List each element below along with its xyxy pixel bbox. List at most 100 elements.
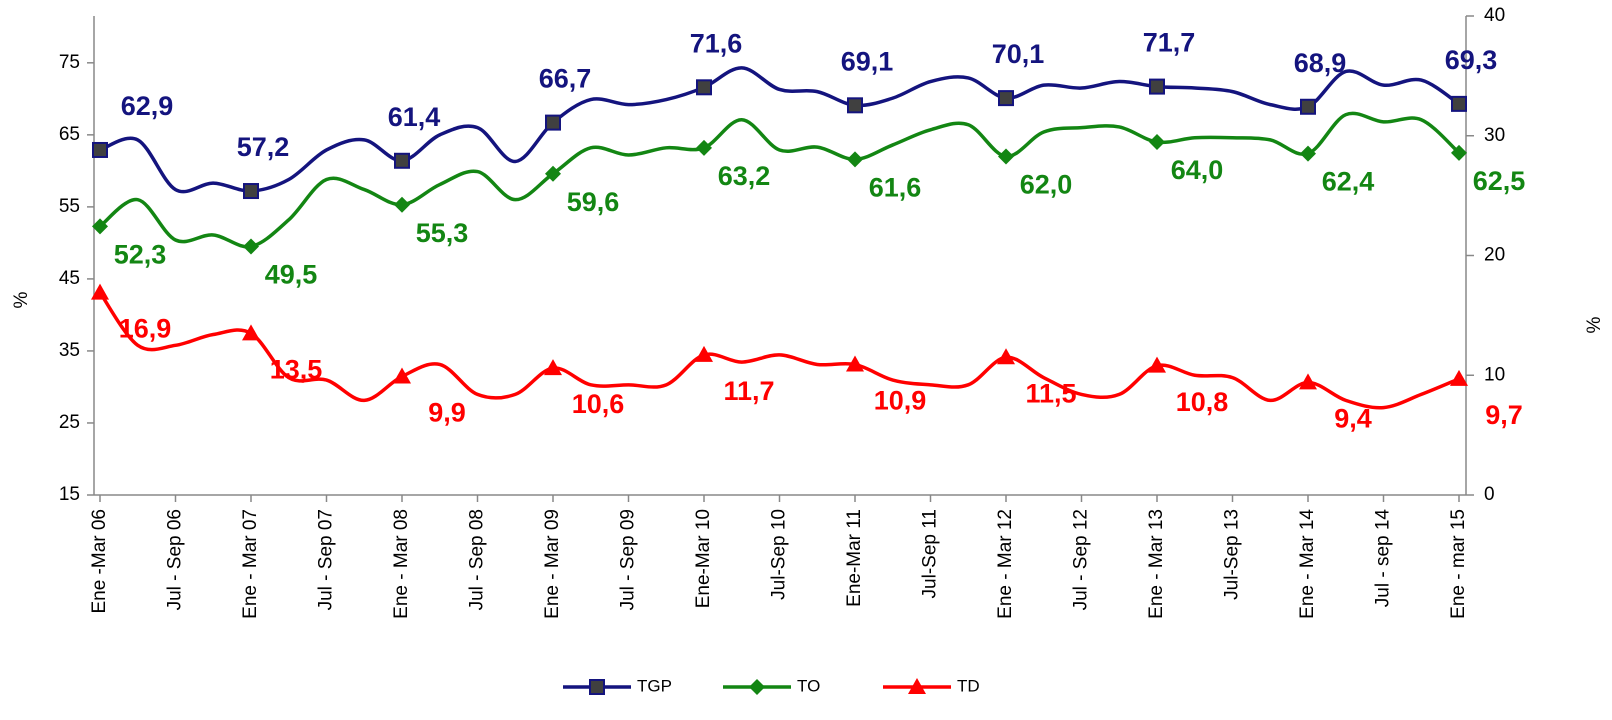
data-label: 71,7 — [1143, 28, 1196, 58]
marker — [394, 196, 410, 213]
y-axis-label: % — [11, 291, 32, 308]
marker — [243, 183, 259, 200]
data-label: 62,4 — [1322, 167, 1375, 197]
marker — [545, 114, 561, 131]
marker — [998, 90, 1014, 107]
marker — [1299, 373, 1317, 390]
data-label: 63,2 — [718, 161, 771, 191]
data-label: 71,6 — [690, 28, 743, 58]
data-label: 66,7 — [539, 64, 592, 94]
x-tick-label: Ene - Mar 08 — [391, 509, 412, 619]
y-tick-label: 75 — [59, 52, 80, 73]
x-tick-label: Ene -Mar 06 — [89, 509, 110, 614]
series-line — [99, 66, 1460, 194]
x-tick-label: Jul - Sep 09 — [618, 509, 639, 610]
x-tick-label: Jul-Sep 11 — [920, 509, 941, 598]
marker — [846, 355, 864, 372]
y-tick-label: 65 — [59, 124, 80, 145]
y-tick-label: 45 — [59, 268, 80, 289]
y2-axis-label: % — [1584, 316, 1605, 333]
marker — [393, 367, 411, 384]
data-label: 9,7 — [1485, 400, 1523, 430]
x-tick-label: Ene - mar 15 — [1448, 509, 1469, 619]
data-label: 69,1 — [841, 46, 894, 76]
x-tick-label: Jul - Sep 07 — [316, 509, 337, 610]
data-label: 57,2 — [237, 132, 290, 162]
legend-label: TO — [797, 676, 820, 695]
y2-tick-label: 0 — [1484, 484, 1495, 505]
y2-tick-label: 30 — [1484, 125, 1505, 146]
series-line — [98, 291, 1460, 410]
x-tick-label: Jul - sep 14 — [1373, 509, 1394, 608]
data-label: 59,6 — [567, 187, 620, 217]
x-tick-label: Jul-Sep 10 — [769, 509, 790, 600]
marker — [242, 324, 260, 341]
data-label: 11,5 — [1025, 378, 1076, 408]
data-label: 62,0 — [1020, 170, 1073, 200]
y2-tick-label: 10 — [1484, 364, 1505, 385]
y-tick-label: 35 — [59, 340, 80, 361]
marker — [696, 79, 712, 96]
y-tick-label: 25 — [59, 412, 80, 433]
marker — [1300, 98, 1316, 115]
marker — [1300, 145, 1316, 162]
data-label: 49,5 — [265, 260, 318, 290]
marker — [998, 148, 1014, 165]
marker — [749, 679, 765, 695]
y-tick-label: 15 — [59, 484, 80, 505]
y2-tick-label: 40 — [1484, 5, 1505, 26]
data-label: 70,1 — [992, 39, 1045, 69]
marker — [243, 238, 259, 255]
x-tick-label: Ene - Mar 13 — [1146, 509, 1167, 619]
data-label: 52,3 — [114, 239, 167, 269]
data-label: 9,4 — [1334, 404, 1372, 434]
marker — [92, 141, 108, 158]
marker — [847, 151, 863, 168]
legend-label: TGP — [637, 676, 672, 695]
x-tick-label: Jul - Sep 12 — [1071, 509, 1092, 610]
marker — [1450, 369, 1468, 386]
marker — [544, 359, 562, 376]
x-tick-label: Ene-Mar 11 — [844, 509, 865, 607]
marker — [545, 165, 561, 182]
data-label: 55,3 — [416, 218, 469, 248]
marker — [92, 218, 108, 235]
data-label: 10,8 — [1176, 387, 1229, 417]
data-label: 61,4 — [388, 102, 441, 132]
marker — [695, 345, 713, 362]
y2-tick-label: 20 — [1484, 245, 1505, 266]
x-tick-label: Jul - Sep 08 — [467, 509, 488, 610]
marker — [394, 152, 410, 169]
x-tick-label: Jul - Sep 06 — [165, 509, 186, 610]
marker — [91, 283, 109, 300]
data-label: 13,5 — [270, 354, 323, 384]
marker — [1149, 134, 1165, 151]
data-label: 10,9 — [874, 386, 927, 416]
data-label: 9,9 — [428, 398, 466, 428]
x-tick-label: Ene - Mar 12 — [995, 509, 1016, 619]
marker — [589, 679, 605, 695]
data-label: 62,5 — [1473, 166, 1526, 196]
data-label: 61,6 — [869, 172, 922, 202]
y-tick-label: 55 — [59, 196, 80, 217]
marker — [1149, 78, 1165, 95]
marker — [1451, 144, 1467, 161]
marker — [997, 348, 1015, 365]
series-line — [98, 111, 1461, 249]
data-label: 16,9 — [119, 314, 172, 344]
data-label: 11,7 — [723, 376, 774, 406]
marker — [1148, 356, 1166, 373]
marker — [696, 139, 712, 156]
data-label: 68,9 — [1294, 48, 1347, 78]
x-tick-label: Ene-Mar 10 — [693, 509, 714, 608]
marker — [908, 678, 926, 694]
data-label: 69,3 — [1445, 45, 1498, 75]
marker — [847, 97, 863, 114]
data-label: 62,9 — [121, 91, 174, 121]
data-label: 64,0 — [1171, 155, 1224, 185]
x-tick-label: Jul-Sep 13 — [1222, 509, 1243, 600]
x-tick-label: Ene - Mar 07 — [240, 509, 261, 619]
legend-label: TD — [957, 676, 980, 695]
x-tick-label: Ene - Mar 14 — [1297, 509, 1318, 619]
